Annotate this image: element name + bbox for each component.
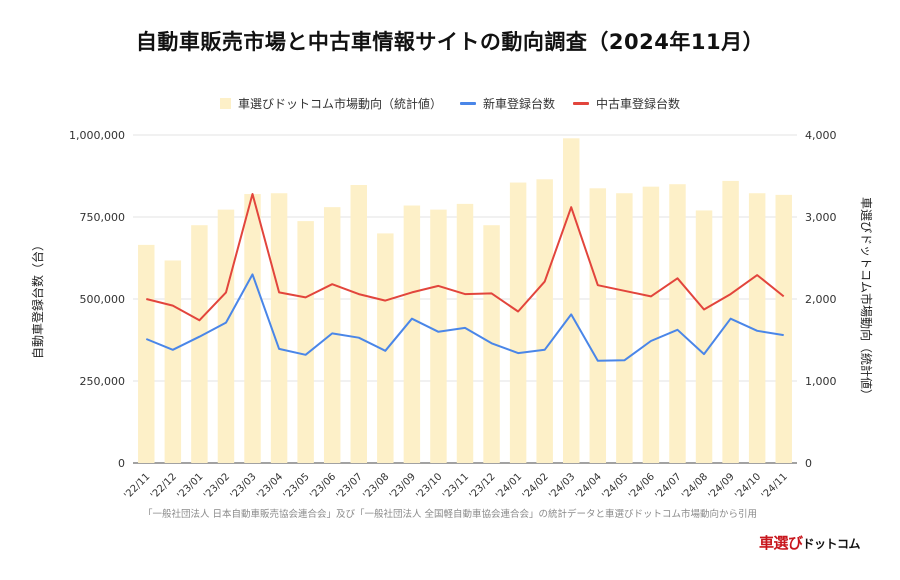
x-tick-label: '24/04: [574, 471, 604, 501]
x-tick-label: '24/09: [707, 471, 737, 501]
x-tick-label: '24/10: [733, 471, 763, 501]
line-new-registrations: [145, 273, 784, 362]
x-tick-label: '23/11: [441, 471, 471, 501]
x-tick-label: '23/07: [335, 471, 365, 501]
x-tick-label: '23/12: [468, 471, 498, 501]
legend-swatch-new: [459, 102, 476, 105]
bar-market: [297, 221, 314, 463]
legend-label-market: 車選びドットコム市場動向（統計値）: [237, 97, 442, 111]
x-tick-label: '23/05: [282, 471, 312, 501]
y-left-tick-label: 0: [118, 457, 125, 470]
y-left-tick-label: 250,000: [80, 375, 126, 388]
bar-market: [138, 244, 155, 463]
brand-logo: 車選びドットコム: [758, 532, 861, 553]
bar-market: [695, 210, 713, 463]
bar-market: [456, 203, 474, 463]
x-tick-label: '24/05: [600, 471, 630, 501]
bar-market: [616, 193, 633, 463]
line-used-registrations: [146, 193, 785, 322]
x-tick-label: '23/04: [255, 471, 285, 501]
x-tick-label: '22/11: [122, 471, 152, 501]
bar-market: [536, 179, 553, 463]
y-left-tick-label: 750,000: [80, 211, 126, 224]
x-tick-label: '24/02: [521, 471, 551, 501]
bar-market: [563, 138, 580, 463]
x-tick-label: '24/07: [653, 471, 683, 501]
bar-market: [669, 184, 686, 463]
bar-market: [722, 180, 739, 464]
x-tick-label: '24/08: [680, 471, 710, 501]
bar-market: [191, 225, 208, 463]
bar-market: [164, 260, 182, 463]
x-tick-label: '23/03: [229, 471, 259, 501]
x-tick-label: '24/03: [547, 471, 577, 501]
chart-title: 自動車販売市場と中古車情報サイトの動向調査（2024年11月）: [135, 30, 765, 54]
source-note: 「一般社団法人 日本自動車販売協会連合会」及び「一般社団法人 全国軽自動車協会連…: [142, 509, 758, 520]
legend-item-market[interactable]: 車選びドットコム市場動向（統計値）: [219, 95, 442, 112]
legend: 車選びドットコム市場動向（統計値） 新車登録台数 中古車登録台数: [0, 95, 900, 112]
x-tick-label: '23/10: [414, 471, 444, 501]
y-right-tick-label: 3,000: [805, 211, 837, 224]
x-tick-label: '23/01: [175, 471, 205, 501]
x-tick-label: '23/06: [308, 471, 338, 501]
brand-logo-part1: 車選び: [758, 534, 803, 552]
legend-item-new[interactable]: 新車登録台数: [459, 95, 555, 112]
x-tick-label: '24/01: [494, 471, 524, 501]
legend-swatch-used: [573, 102, 589, 105]
x-tick-label: '23/08: [361, 471, 391, 501]
bar-market: [350, 185, 367, 463]
bar-market: [244, 194, 261, 464]
x-tick-label: '23/02: [202, 471, 232, 501]
y-right-tick-label: 2,000: [805, 293, 837, 306]
x-tick-label: '24/11: [760, 471, 790, 501]
bar-market: [509, 182, 527, 463]
bar-market: [430, 209, 447, 463]
y-left-axis-title: 自動車登録台数（台）: [30, 239, 45, 359]
bar-market: [589, 188, 607, 464]
y-right-tick-label: 4,000: [805, 129, 837, 142]
bar-market: [323, 207, 341, 463]
bar-market: [775, 194, 792, 464]
x-tick-label: '24/06: [627, 471, 657, 501]
y-left-tick-label: 500,000: [80, 293, 126, 306]
bar-market: [748, 193, 766, 463]
y-right-axis-title: 車選びドットコム市場動向（統計値）: [859, 197, 874, 401]
bar-market: [377, 233, 394, 463]
bar-market: [403, 205, 421, 463]
bar-market: [217, 209, 235, 463]
y-right-tick-label: 1,000: [805, 375, 837, 388]
legend-swatch-market: [219, 98, 231, 109]
legend-label-new: 新車登録台数: [482, 97, 555, 111]
brand-logo-part2: ドットコム: [802, 537, 860, 551]
legend-item-used[interactable]: 中古車登録台数: [573, 95, 680, 112]
bar-market: [270, 193, 288, 463]
y-left-tick-label: 1,000,000: [69, 129, 125, 142]
legend-label-used: 中古車登録台数: [596, 97, 681, 111]
y-right-tick-label: 0: [805, 457, 812, 470]
bar-market: [642, 186, 660, 463]
x-tick-label: '23/09: [388, 471, 418, 501]
x-tick-label: '22/12: [149, 471, 179, 501]
